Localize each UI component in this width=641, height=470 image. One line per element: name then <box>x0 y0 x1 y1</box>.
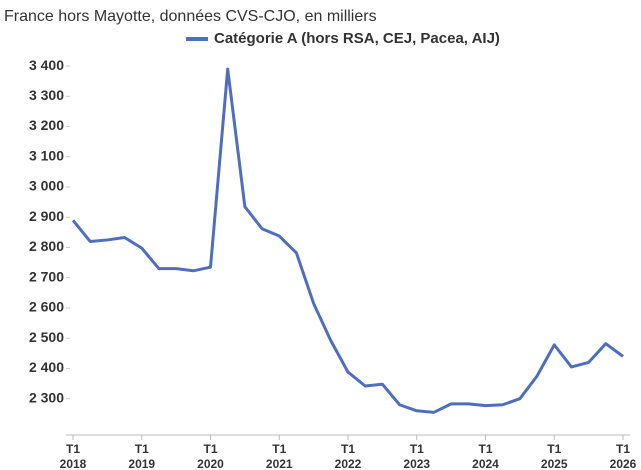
x-tick-label: T1 <box>341 442 355 456</box>
y-tick-label: 3 000 <box>29 178 64 194</box>
x-tick-label: T1 <box>203 442 217 456</box>
y-tick-label: 2 600 <box>29 299 64 315</box>
y-tick-label: 3 300 <box>29 87 64 103</box>
x-tick-label: T1 <box>410 442 424 456</box>
x-tick-label: T1 <box>272 442 286 456</box>
y-tick-label: 3 200 <box>29 117 64 133</box>
x-tick-year: 2025 <box>541 457 568 470</box>
series-line <box>71 67 624 414</box>
x-tick-year: 2021 <box>266 457 293 470</box>
x-tick-year: 2026 <box>610 457 637 470</box>
x-tick-label: T1 <box>135 442 149 456</box>
y-tick-label: 3 100 <box>29 147 64 163</box>
x-tick-year: 2019 <box>128 457 155 470</box>
x-tick-year: 2023 <box>403 457 430 470</box>
x-tick-label: T1 <box>478 442 492 456</box>
y-tick-label: 2 800 <box>29 238 64 254</box>
x-tick-year: 2018 <box>60 457 87 470</box>
y-tick-label: 2 900 <box>29 208 64 224</box>
x-tick-label: T1 <box>616 442 630 456</box>
y-tick-label: 2 500 <box>29 329 64 345</box>
legend-label: Catégorie A (hors RSA, CEJ, Pacea, AIJ) <box>214 30 500 47</box>
chart-subtitle: France hors Mayotte, données CVS-CJO, en… <box>4 8 377 25</box>
x-tick-year: 2020 <box>197 457 224 470</box>
x-tick-label: T1 <box>547 442 561 456</box>
y-tick-label: 2 400 <box>29 359 64 375</box>
y-tick-label: 2 700 <box>29 268 64 284</box>
x-tick-label: T1 <box>66 442 80 456</box>
y-tick-label: 2 300 <box>29 389 64 405</box>
x-tick-year: 2022 <box>335 457 362 470</box>
y-tick-label: 3 400 <box>29 57 64 73</box>
x-tick-year: 2024 <box>472 457 499 470</box>
